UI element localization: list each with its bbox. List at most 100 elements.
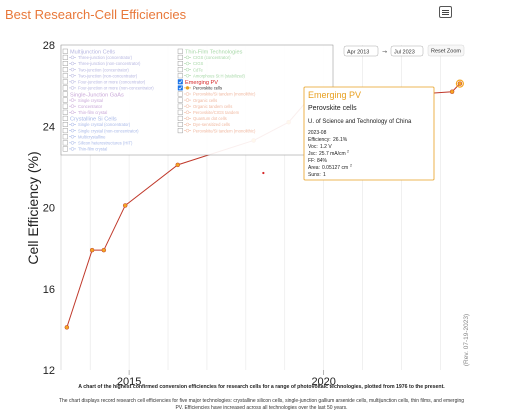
legend-marker-icon bbox=[70, 98, 75, 102]
legend-item-label: Perovskite/Si tandem (monolithic) bbox=[193, 128, 256, 133]
tooltip-suns-label: Suns: bbox=[308, 172, 321, 178]
reset-zoom-label: Reset Zoom bbox=[431, 49, 461, 55]
checkbox-icon[interactable] bbox=[177, 91, 183, 97]
checkbox-icon[interactable] bbox=[62, 128, 68, 134]
checkbox-icon[interactable] bbox=[62, 134, 68, 140]
data-point[interactable] bbox=[449, 89, 455, 94]
checkbox-icon[interactable] bbox=[177, 128, 183, 134]
legend-item[interactable]: Three-junction (non-concentrator) bbox=[62, 61, 141, 67]
checkbox-icon[interactable] bbox=[62, 48, 68, 54]
checkbox-icon[interactable] bbox=[62, 54, 68, 60]
legend-item[interactable]: Single crystal (concentrator) bbox=[62, 121, 131, 127]
checkbox-icon[interactable] bbox=[62, 73, 68, 79]
legend-item[interactable]: Three-junction (concentrator) bbox=[62, 54, 133, 60]
legend-item-label: Perovskite cells bbox=[193, 86, 222, 91]
legend-item[interactable]: Multijunction Cells bbox=[62, 48, 115, 56]
tooltip-category: Emerging PV bbox=[308, 90, 361, 100]
legend-item[interactable]: CIGS bbox=[177, 61, 203, 67]
legend-item[interactable]: Two-junction (non-concentrator) bbox=[62, 73, 138, 79]
checkbox-icon[interactable] bbox=[62, 140, 68, 146]
legend-group-label: Emerging PV bbox=[185, 80, 218, 86]
legend-item[interactable]: Organic tandem cells bbox=[177, 103, 232, 109]
range-from-input[interactable] bbox=[343, 45, 379, 57]
legend-marker-icon bbox=[185, 67, 190, 72]
checkbox-icon[interactable] bbox=[177, 97, 183, 103]
data-point[interactable] bbox=[122, 203, 128, 208]
legend-item[interactable]: Thin-film crystal bbox=[62, 146, 107, 152]
checkbox-icon[interactable] bbox=[177, 67, 183, 73]
legend-item[interactable]: Thin-Film Technologies bbox=[177, 48, 243, 56]
checkbox-icon[interactable] bbox=[62, 91, 68, 97]
legend-item[interactable]: Four-junction or more (non-concentrator) bbox=[62, 85, 154, 91]
legend-item[interactable]: Amorphous Si:H (stabilized) bbox=[177, 73, 246, 79]
range-from-text: Apr 2013 bbox=[347, 50, 369, 56]
legend-item[interactable]: Single-Junction GaAs bbox=[62, 91, 124, 99]
page-title: Best Research-Cell Efficiencies bbox=[5, 7, 187, 22]
legend-item[interactable]: Emerging PV bbox=[177, 79, 218, 87]
hamburger-line bbox=[442, 12, 449, 13]
checkbox-icon[interactable] bbox=[62, 109, 68, 115]
legend-item[interactable]: Two-junction (concentrator) bbox=[62, 67, 129, 73]
checkbox-icon[interactable] bbox=[177, 115, 183, 121]
legend-item-label: Two-junction (concentrator) bbox=[78, 67, 129, 72]
legend-item[interactable]: Perovskite cells bbox=[177, 85, 222, 91]
checkbox-icon[interactable] bbox=[177, 54, 183, 60]
checkbox-icon[interactable] bbox=[177, 73, 183, 79]
legend-item[interactable]: Multicrystalline bbox=[62, 134, 106, 140]
checkbox-icon[interactable] bbox=[177, 48, 183, 54]
legend-item[interactable]: Silicon heterostructures (HIT) bbox=[62, 140, 133, 146]
legend-item[interactable]: Crystalline Si Cells bbox=[62, 115, 117, 123]
data-point[interactable] bbox=[101, 247, 107, 253]
data-point[interactable] bbox=[175, 162, 180, 168]
reset-zoom-button[interactable] bbox=[427, 44, 465, 57]
legend-item-label: Amorphous Si:H (stabilized) bbox=[193, 73, 246, 78]
checkbox-icon[interactable] bbox=[177, 109, 183, 115]
legend-item[interactable]: Organic cells bbox=[177, 97, 217, 103]
legend-item[interactable]: CdTe bbox=[177, 67, 203, 73]
checkbox-icon[interactable] bbox=[62, 97, 68, 103]
legend-item[interactable]: Dye-sensitized cells bbox=[177, 121, 230, 127]
checkbox-icon[interactable] bbox=[62, 67, 68, 73]
checkbox-icon[interactable] bbox=[62, 115, 68, 121]
checkbox-icon[interactable] bbox=[62, 146, 68, 152]
checkbox-icon[interactable] bbox=[177, 103, 183, 109]
legend-group-label: Single-Junction GaAs bbox=[70, 92, 124, 98]
checkbox-icon[interactable] bbox=[62, 61, 68, 67]
data-point[interactable] bbox=[64, 325, 70, 330]
y-axis-label: Cell Efficiency (%) bbox=[25, 151, 41, 264]
checkbox-icon[interactable] bbox=[177, 121, 183, 127]
tooltip-area-superscript: 2 bbox=[350, 164, 352, 168]
legend-item[interactable]: Quantum dot cells bbox=[177, 115, 227, 121]
legend-item[interactable]: Concentrator bbox=[62, 103, 103, 109]
legend-item[interactable]: Four-junction or more (concentrator) bbox=[62, 79, 146, 85]
revision-label: (Rev. 07-19-2023) bbox=[463, 314, 470, 366]
legend-item[interactable]: Single crystal (non-concentrator) bbox=[62, 128, 139, 134]
legend-item[interactable]: Perovskite/Si tandem (monolithic) bbox=[177, 91, 256, 97]
legend-item-label: Thin-film crystal bbox=[78, 147, 107, 152]
chart-menu-button[interactable] bbox=[439, 6, 452, 18]
tooltip-voc-value: 1.2 V bbox=[320, 144, 332, 150]
legend-marker-icon bbox=[185, 73, 190, 78]
checkbox-icon[interactable] bbox=[62, 79, 68, 85]
checkbox-icon[interactable] bbox=[62, 85, 68, 91]
legend-item[interactable]: Single crystal bbox=[62, 97, 103, 103]
range-to-input[interactable] bbox=[390, 45, 424, 57]
data-point[interactable] bbox=[457, 81, 463, 86]
chart-description-line-1: The chart displays record research cell … bbox=[58, 398, 465, 404]
legend-item[interactable]: Perovskite/Si tandem (monolithic) bbox=[177, 128, 256, 134]
legend-item-label: Three-junction (concentrator) bbox=[78, 55, 133, 60]
outlier-point[interactable] bbox=[262, 171, 265, 175]
checkbox-checked-icon[interactable] bbox=[177, 85, 183, 91]
checkbox-icon[interactable] bbox=[177, 61, 183, 67]
legend-item[interactable]: Perovskite/CIGS tandem bbox=[177, 109, 240, 115]
hovered-point-highlight bbox=[455, 79, 464, 88]
data-point[interactable] bbox=[89, 247, 95, 253]
legend-marker-icon bbox=[70, 67, 75, 72]
tooltip-organization: U. of Science and Technology of China bbox=[308, 119, 412, 125]
legend-item[interactable]: Thin-film crystal bbox=[62, 109, 107, 115]
legend-item[interactable]: CIGS (concentrator) bbox=[177, 54, 231, 60]
checkbox-icon[interactable] bbox=[62, 121, 68, 127]
checkbox-checked-icon[interactable] bbox=[177, 79, 183, 85]
checkbox-icon[interactable] bbox=[62, 103, 68, 109]
